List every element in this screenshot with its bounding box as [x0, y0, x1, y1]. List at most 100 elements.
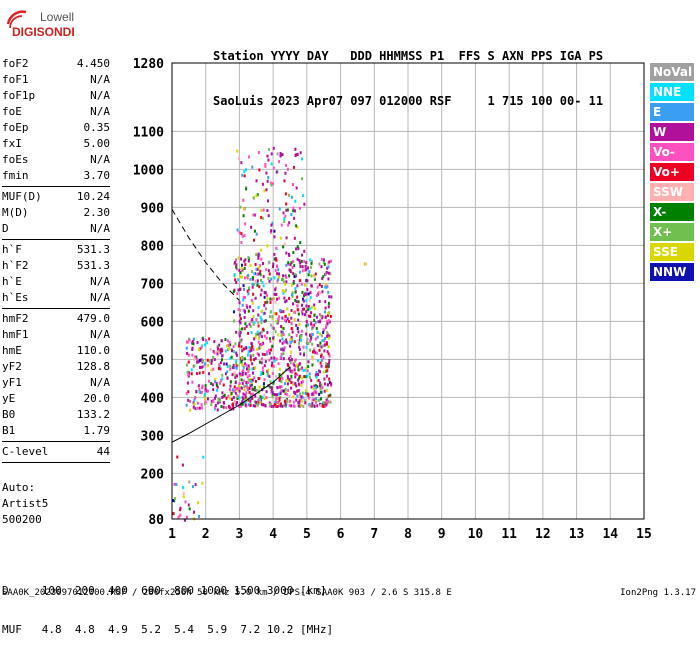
- echo-point: [266, 244, 269, 248]
- echo-point: [299, 338, 302, 342]
- echo-point: [276, 279, 279, 283]
- echo-point: [265, 352, 268, 356]
- echo-point: [321, 344, 324, 348]
- param-row: foF1 N/A: [2, 72, 110, 88]
- echo-point: [218, 365, 221, 369]
- param-row: foE N/A: [2, 104, 110, 120]
- echo-point: [291, 339, 294, 343]
- echo-point: [317, 292, 320, 296]
- legend-item-vo: Vo+: [650, 163, 694, 181]
- echo-point: [258, 334, 261, 338]
- echo-point: [281, 274, 284, 278]
- param-name: h`Es: [2, 291, 29, 304]
- echo-point: [326, 266, 329, 270]
- echo-point: [327, 271, 330, 275]
- param-value: 44: [96, 445, 110, 458]
- echo-point: [289, 338, 292, 342]
- echo-point: [266, 369, 269, 373]
- echo-point: [327, 400, 330, 404]
- echo-point: [253, 358, 256, 362]
- echo-point: [293, 363, 296, 367]
- echo-point: [243, 170, 246, 174]
- echo-point: [207, 379, 210, 383]
- echo-point: [188, 507, 191, 511]
- echo-point: [301, 395, 304, 399]
- echo-point: [187, 360, 190, 364]
- echo-point: [300, 334, 303, 338]
- echo-point: [249, 398, 252, 402]
- echo-point: [284, 402, 287, 406]
- echo-point: [306, 337, 309, 341]
- echo-point: [304, 264, 307, 268]
- echo-point: [198, 406, 201, 410]
- echo-point: [244, 395, 247, 399]
- echo-point: [317, 378, 320, 382]
- y-tick-label: 700: [141, 277, 165, 292]
- echo-point: [240, 373, 243, 377]
- x-tick-label: 15: [636, 527, 652, 542]
- echo-point: [291, 370, 294, 374]
- echo-point: [297, 400, 300, 404]
- echo-point: [313, 276, 316, 280]
- param-value: N/A: [90, 222, 110, 235]
- echo-point: [279, 236, 282, 240]
- echo-point: [272, 146, 275, 150]
- echo-point: [243, 316, 246, 320]
- echo-point: [243, 384, 246, 388]
- echo-point: [284, 171, 287, 175]
- echo-point: [232, 363, 235, 367]
- echo-point: [303, 293, 306, 297]
- echo-point: [191, 485, 194, 489]
- echo-point: [319, 390, 322, 394]
- echo-point: [222, 394, 225, 398]
- echo-point: [306, 322, 309, 326]
- echo-point: [177, 515, 180, 519]
- echo-point: [262, 208, 265, 212]
- echo-point: [221, 373, 224, 377]
- echo-point: [241, 173, 244, 177]
- echo-point: [325, 342, 328, 346]
- echo-point: [313, 318, 316, 322]
- x-tick-label: 6: [337, 527, 345, 542]
- echo-point: [191, 346, 194, 350]
- echo-point: [245, 367, 248, 371]
- echo-point: [256, 282, 259, 286]
- echo-point: [269, 297, 272, 301]
- echo-point: [284, 214, 287, 218]
- echo-point: [277, 333, 280, 337]
- echo-point: [252, 366, 255, 370]
- echo-point: [191, 380, 194, 384]
- echo-point: [275, 375, 278, 379]
- echo-point: [319, 381, 322, 385]
- echo-point: [193, 357, 196, 361]
- param-name: hmF1: [2, 328, 29, 341]
- echo-point: [232, 405, 235, 409]
- echo-point: [247, 331, 250, 335]
- echo-point: [275, 292, 278, 296]
- echo-point: [179, 513, 182, 517]
- echo-point: [246, 353, 249, 357]
- echo-point: [259, 395, 262, 399]
- echo-point: [179, 506, 182, 510]
- echo-point: [287, 364, 290, 368]
- echo-point: [248, 374, 251, 378]
- param-value: 531.3: [76, 243, 110, 256]
- echo-point: [324, 306, 327, 310]
- echo-point: [270, 404, 273, 408]
- echo-point: [290, 336, 293, 340]
- echo-point: [265, 188, 268, 192]
- echo-point: [309, 376, 312, 380]
- curve-solid: [171, 366, 291, 443]
- echo-point: [267, 158, 270, 162]
- echo-point: [316, 404, 319, 408]
- echo-point: [263, 334, 266, 338]
- echo-point: [216, 346, 219, 350]
- echo-point: [239, 257, 242, 261]
- echo-point: [257, 151, 260, 155]
- echo-point: [301, 391, 304, 395]
- echo-point: [254, 394, 257, 398]
- param-value: N/A: [90, 153, 110, 166]
- echo-point: [258, 265, 261, 269]
- echo-point: [199, 365, 202, 369]
- echo-point: [266, 372, 269, 376]
